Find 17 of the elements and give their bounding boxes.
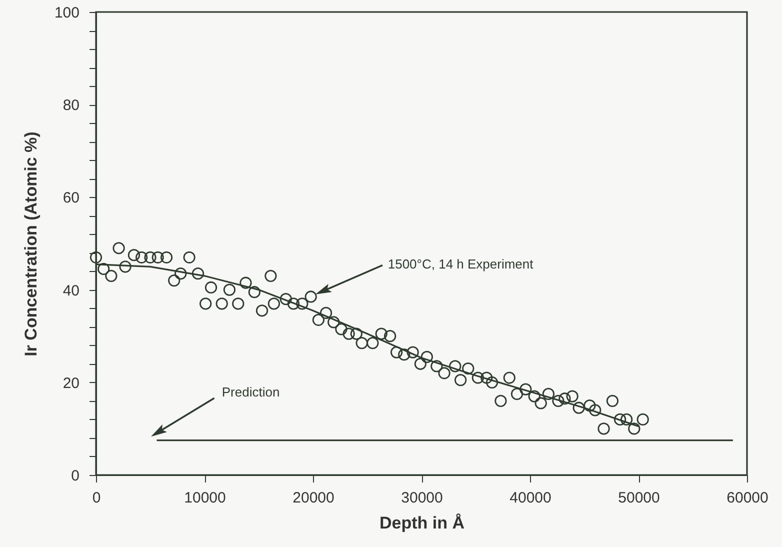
annotation: 1500°C, 14 h Experiment xyxy=(388,256,534,272)
y-tick-label: 60 xyxy=(62,190,80,207)
y-axis-title: Ir Concentration (Atomic %) xyxy=(21,132,40,356)
y-tick-label: 40 xyxy=(62,282,80,300)
x-axis-title: Depth in Å xyxy=(380,514,464,532)
y-tick-label: 80 xyxy=(62,97,80,114)
y-tick-label: 20 xyxy=(62,374,80,392)
x-tick-label: 0 xyxy=(92,490,101,506)
x-tick-label: 50000 xyxy=(618,490,660,506)
x-tick-label: 60000 xyxy=(726,490,768,506)
y-tick-label: 0 xyxy=(71,468,80,484)
x-tick-label: 20000 xyxy=(292,490,334,506)
annotation: Prediction xyxy=(222,384,280,400)
x-tick-label: 40000 xyxy=(510,490,552,506)
y-tick-label: 100 xyxy=(54,4,80,22)
x-tick-label: 10000 xyxy=(184,490,226,506)
x-tick-label: 30000 xyxy=(401,490,443,506)
